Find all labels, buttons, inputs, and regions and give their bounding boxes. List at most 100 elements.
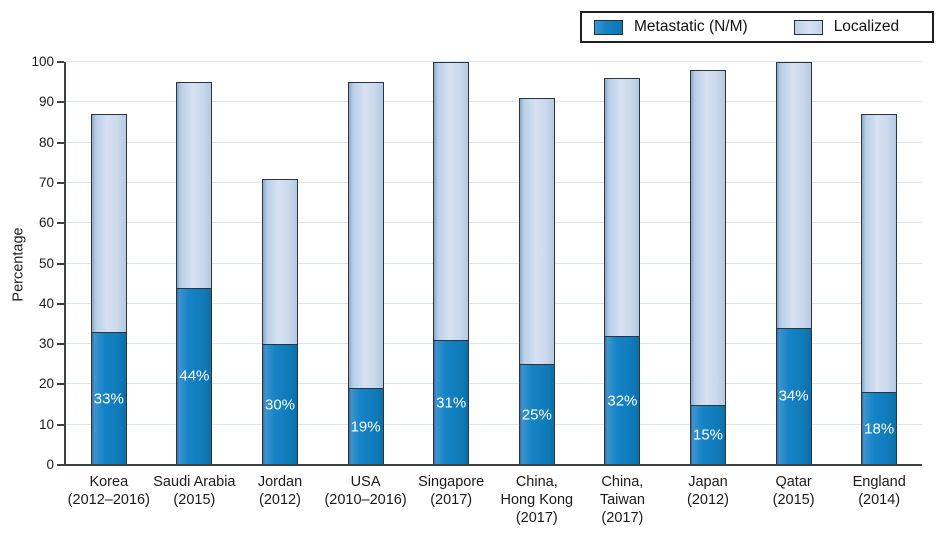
x-tick-label-line: (2010–2016) <box>324 492 407 508</box>
x-tick-label-line: Japan <box>688 474 728 490</box>
bar-segment-localized <box>90 114 127 333</box>
bar-group: 33% <box>90 114 127 465</box>
bar-label: 34% <box>778 387 809 405</box>
bar-segment-localized <box>861 114 898 393</box>
x-tick-label-line: (2015) <box>772 492 815 508</box>
x-tick-label-line: (2017) <box>601 510 644 526</box>
y-gridline <box>66 101 922 103</box>
metastatic-swatch-icon <box>594 19 623 35</box>
bar-label: 18% <box>864 420 895 438</box>
y-tick <box>57 181 64 184</box>
bar-label: 30% <box>264 396 296 414</box>
x-tick-label-line: Singapore <box>418 474 485 490</box>
y-gridline <box>66 423 922 425</box>
y-tick <box>57 464 64 466</box>
y-tick-label: 50 <box>38 255 54 271</box>
bar-label: 33% <box>93 390 124 407</box>
bar-segment-metastatic: 32% <box>604 336 641 465</box>
x-tick-label: Jordan (2012) <box>220 473 340 509</box>
x-tick-label: Saudi Arabia (2015) <box>134 473 254 509</box>
bar-label: 19% <box>350 418 381 436</box>
x-tick-label-line: England <box>852 474 906 490</box>
y-gridline <box>66 302 922 304</box>
y-tick <box>57 222 64 225</box>
y-gridline <box>66 222 922 224</box>
bar-segment-metastatic: 31% <box>433 340 470 465</box>
x-tick-label-line: Jordan <box>257 474 303 490</box>
bar-segment-localized <box>690 70 726 405</box>
bar-label: 44% <box>179 367 210 385</box>
bar-group: 32% <box>604 78 641 465</box>
bar-label: 15% <box>692 426 724 444</box>
x-tick-label-line: Saudi Arabia <box>153 474 236 490</box>
y-tick <box>57 141 64 144</box>
bar-segment-metastatic: 18% <box>861 392 898 465</box>
localized-swatch-icon <box>793 19 823 35</box>
x-tick-label: Japan (2012) <box>648 473 768 509</box>
y-tick-label: 90 <box>38 94 54 110</box>
x-tick-label-line: (2012–2016) <box>67 492 150 508</box>
bar-segment-metastatic: 44% <box>176 287 213 465</box>
y-tick-label: 30 <box>38 336 54 352</box>
bar-segment-localized <box>518 98 555 365</box>
bar-segment-localized <box>262 178 298 345</box>
y-gridline <box>66 343 922 345</box>
y-gridline <box>66 383 922 385</box>
x-tick-label-line: (2012) <box>259 492 301 508</box>
bar-segment-metastatic: 33% <box>90 332 127 465</box>
y-tick <box>57 61 64 63</box>
x-tick-label-line: (2015) <box>173 492 216 508</box>
y-tick <box>57 262 64 265</box>
y-tick-label: 20 <box>38 376 54 392</box>
y-tick-label: 0 <box>46 457 54 472</box>
y-tick <box>57 101 64 104</box>
bar-label: 31% <box>436 394 467 412</box>
bar-segment-metastatic: 15% <box>690 404 726 465</box>
x-tick-label-line: China, <box>515 474 558 490</box>
y-tick-label: 100 <box>31 54 54 69</box>
y-gridline <box>66 262 922 264</box>
x-tick-label-line: (2014) <box>858 492 901 508</box>
x-tick-label-line: Korea <box>89 474 129 490</box>
bar-segment-localized <box>176 82 213 288</box>
bar-group: 31% <box>433 62 470 465</box>
legend: Metastatic (N/M) Localized <box>580 11 934 43</box>
y-tick <box>57 423 64 426</box>
bar-group: 18% <box>861 114 898 465</box>
y-gridline <box>66 141 922 143</box>
y-tick-label: 60 <box>38 215 54 231</box>
x-tick-label-line: Taiwan <box>599 492 645 508</box>
bar-segment-localized <box>347 82 384 389</box>
y-tick <box>57 343 64 346</box>
y-tick-label: 10 <box>38 416 54 432</box>
x-tick-label: England (2014) <box>819 473 939 509</box>
bar-label: 25% <box>521 406 552 424</box>
x-tick-label-line: (2017) <box>515 510 558 526</box>
x-tick-label-line: China, <box>601 474 644 490</box>
x-tick-label: USA (2010–2016) <box>306 473 426 509</box>
y-gridline <box>66 61 922 62</box>
x-tick-label: Singapore (2017) <box>391 473 511 509</box>
bar-label: 32% <box>607 392 638 410</box>
x-tick-label: China, Hong Kong (2017) <box>477 473 597 527</box>
bar-group: 15% <box>690 70 726 465</box>
bar-group: 30% <box>262 178 298 465</box>
bar-group: 19% <box>347 82 384 465</box>
bar-segment-localized <box>604 78 641 337</box>
bar-segment-metastatic: 19% <box>347 388 384 465</box>
y-tick-label: 70 <box>38 174 54 190</box>
bar-segment-metastatic: 30% <box>262 344 298 465</box>
x-tick-label-line: (2012) <box>687 492 729 508</box>
x-tick-label-line: (2017) <box>430 492 473 508</box>
y-tick-label: 80 <box>38 134 54 150</box>
y-tick-label: 40 <box>38 295 54 311</box>
x-tick-label: Qatar (2015) <box>734 473 854 509</box>
y-tick <box>57 302 64 305</box>
x-tick-label-line: Qatar <box>775 474 812 490</box>
x-axis-line <box>64 464 922 466</box>
bar-group: 34% <box>775 62 812 465</box>
bar-segment-metastatic: 25% <box>518 364 555 465</box>
legend-entry-metastatic: Metastatic (N/M) <box>594 18 748 36</box>
x-tick-label-line: Hong Kong <box>500 492 574 508</box>
